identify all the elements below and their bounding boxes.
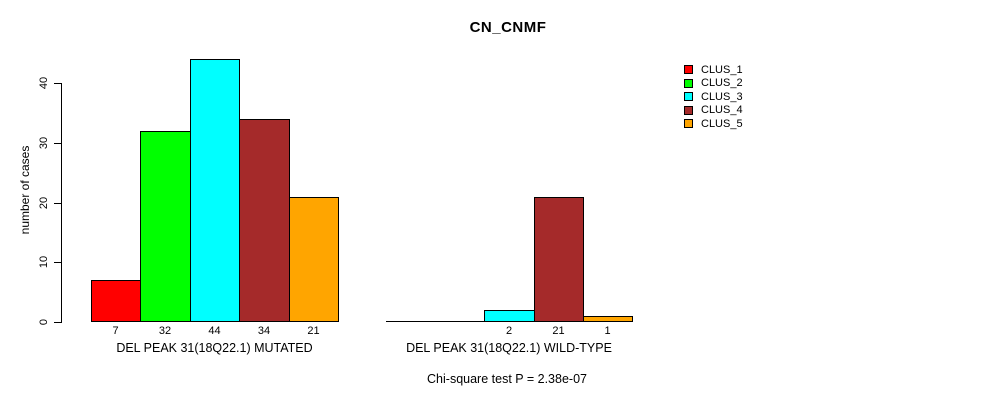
legend-swatch-icon bbox=[684, 105, 693, 115]
bar-clus_1 bbox=[91, 280, 141, 322]
group-label: DEL PEAK 31(18Q22.1) WILD-TYPE bbox=[406, 341, 612, 355]
bar-value-label: 7 bbox=[112, 325, 119, 337]
bar-value-label: 2 bbox=[505, 325, 513, 337]
bar-clus_4 bbox=[534, 197, 584, 322]
legend-label: CLUS_3 bbox=[701, 90, 743, 103]
bar-zero-clus_2 bbox=[435, 321, 485, 322]
y-axis-tick bbox=[54, 262, 61, 263]
legend-swatch-icon bbox=[684, 119, 693, 129]
group-label: DEL PEAK 31(18Q22.1) MUTATED bbox=[116, 341, 313, 355]
legend-swatch-icon bbox=[684, 65, 693, 75]
legend-label: CLUS_2 bbox=[701, 77, 743, 90]
legend-row: CLUS_1 bbox=[684, 63, 743, 77]
bar-value-label: 32 bbox=[158, 325, 172, 337]
legend-row: CLUS_3 bbox=[684, 90, 743, 104]
legend-label: CLUS_5 bbox=[701, 117, 743, 130]
legend-row: CLUS_5 bbox=[684, 117, 743, 131]
legend-label: CLUS_4 bbox=[701, 104, 743, 117]
bar-value-label: 34 bbox=[257, 325, 271, 337]
y-axis-tick bbox=[54, 143, 61, 144]
legend: CLUS_1 CLUS_2 CLUS_3 CLUS_4 CLUS_5 bbox=[684, 63, 743, 131]
bar-zero-clus_1 bbox=[386, 321, 436, 322]
bar-value-label: 21 bbox=[552, 325, 565, 337]
y-axis-tick bbox=[54, 322, 61, 323]
bar-value-label: 44 bbox=[208, 325, 221, 337]
bar-clus_3 bbox=[190, 59, 240, 322]
legend-swatch-icon bbox=[684, 78, 693, 88]
legend-row: CLUS_4 bbox=[684, 104, 743, 118]
bar-value-label: 21 bbox=[307, 325, 320, 337]
chart-title: CN_CNMF bbox=[469, 19, 547, 36]
y-axis-tick bbox=[54, 83, 61, 84]
bar-clus_3 bbox=[484, 310, 535, 322]
bar-value-label: 1 bbox=[604, 325, 611, 337]
bar-clus_2 bbox=[140, 131, 191, 322]
legend-row: CLUS_2 bbox=[684, 77, 743, 91]
chi-square-footnote: Chi-square test P = 2.38e-07 bbox=[427, 372, 587, 386]
legend-swatch-icon bbox=[684, 92, 693, 102]
bar-clus_5 bbox=[583, 316, 633, 322]
y-axis-line bbox=[61, 83, 62, 323]
bar-clus_4 bbox=[239, 119, 290, 322]
y-axis-tick bbox=[54, 203, 61, 204]
legend-label: CLUS_1 bbox=[701, 63, 743, 76]
bar-clus_5 bbox=[289, 197, 339, 322]
